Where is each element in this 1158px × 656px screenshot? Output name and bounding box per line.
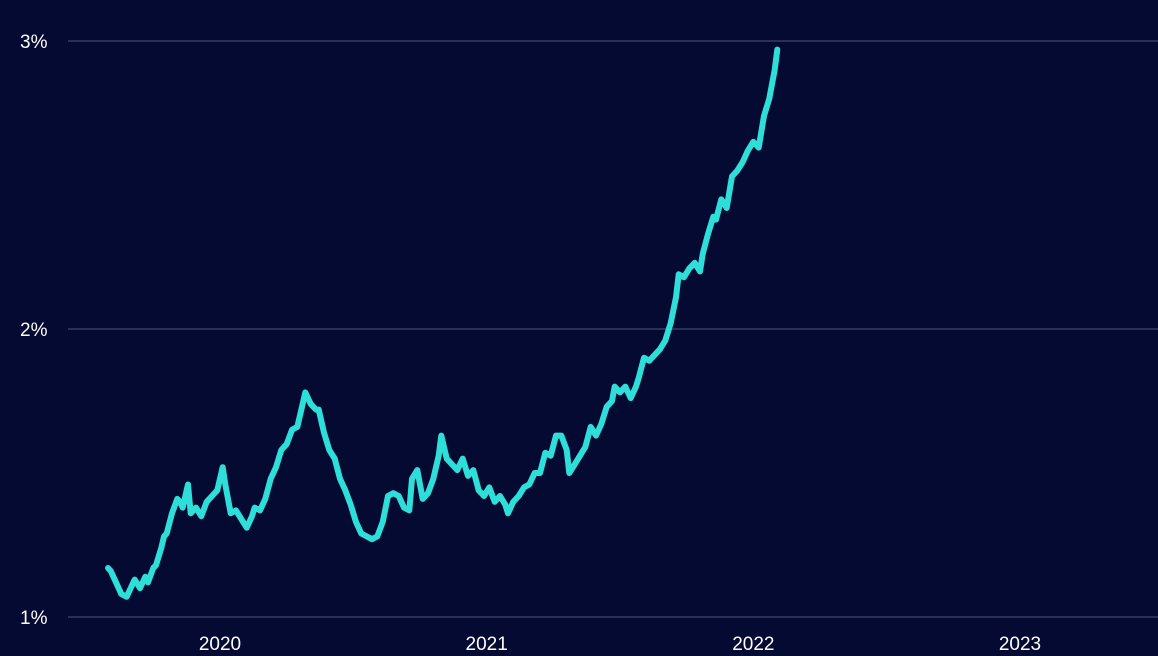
x-tick-label: 2020 <box>199 634 241 655</box>
x-axis-tick-labels: 2020 2021 2022 2023 <box>199 634 1041 655</box>
y-axis-tick-labels: 1% 2% 3% <box>20 32 48 629</box>
y-tick-label: 1% <box>20 608 48 629</box>
series-lines <box>105 46 781 600</box>
y-tick-label: 3% <box>20 32 48 53</box>
x-tick-label: 2022 <box>732 634 774 655</box>
y-tick-label: 2% <box>20 320 48 341</box>
x-tick-label: 2021 <box>466 634 508 655</box>
grid-lines <box>68 40 1158 618</box>
x-tick-label: 2023 <box>999 634 1041 655</box>
series-line-0 <box>105 46 781 600</box>
